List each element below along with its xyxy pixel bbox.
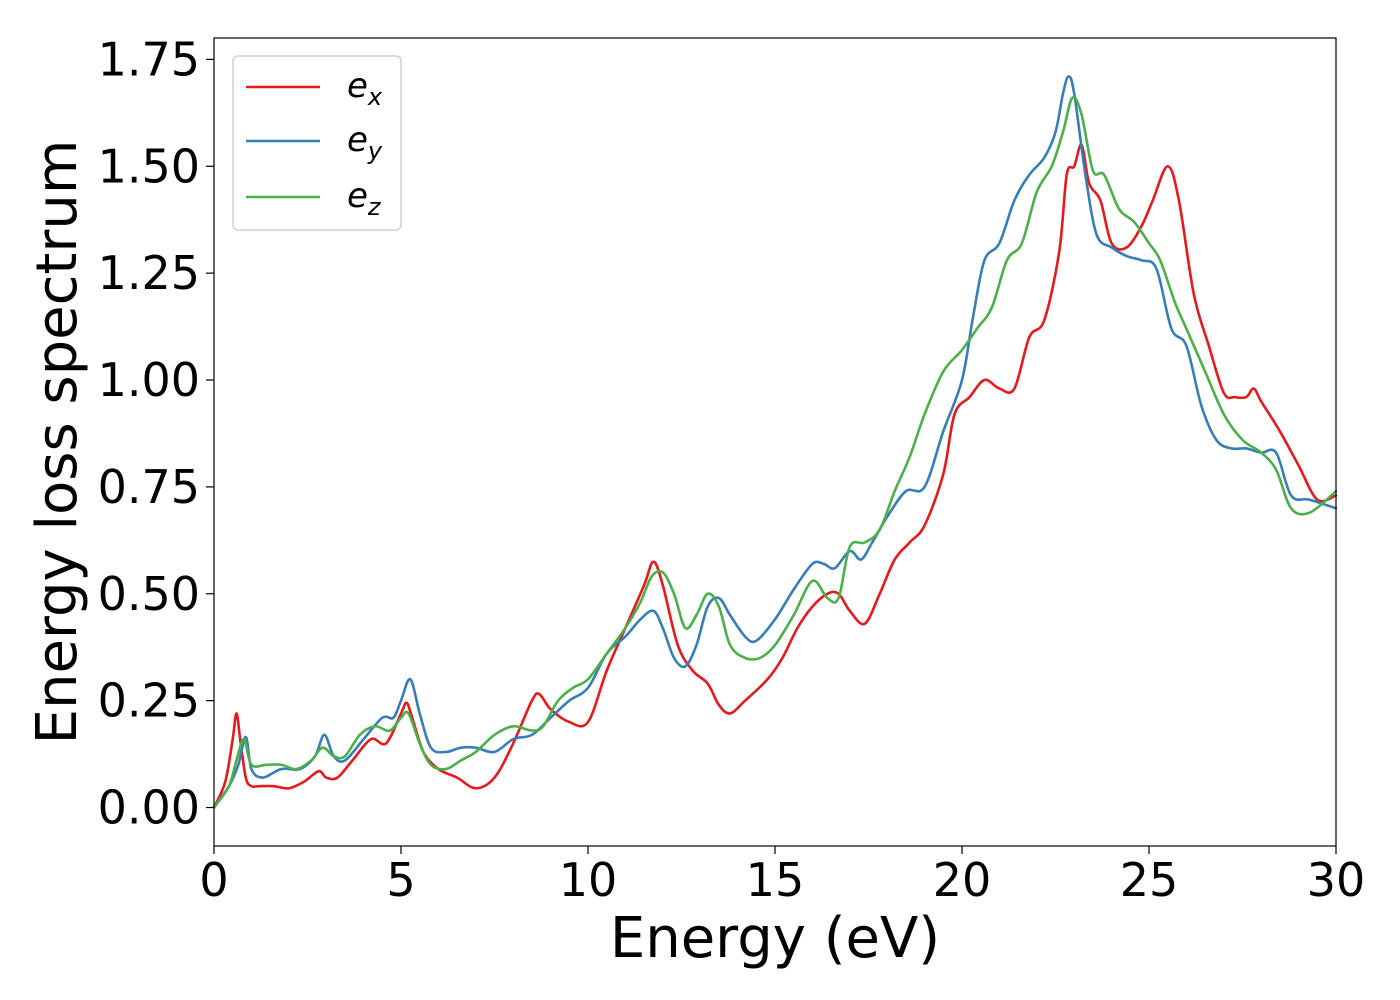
y-tick-label: 0.00	[98, 781, 200, 835]
series-line-x	[212, 143, 1338, 809]
legend-label-z: ez	[347, 176, 382, 221]
x-tick-label: 20	[933, 853, 992, 907]
x-tick-label: 10	[559, 853, 618, 907]
x-tick-label: 0	[199, 853, 228, 907]
y-ticks: 0.00 0.25 0.50 0.75 1.00 1.25 1.50 1.75	[98, 32, 214, 835]
x-axis-title: Energy (eV)	[610, 906, 940, 971]
x-tick-label: 30	[1307, 853, 1366, 907]
x-tick-label: 5	[386, 853, 415, 907]
y-tick-label: 1.00	[98, 353, 200, 407]
series-line-z	[212, 95, 1338, 809]
legend-label-x: ex	[347, 66, 383, 111]
y-tick-label: 1.50	[98, 139, 200, 193]
series-line-y	[212, 75, 1338, 809]
x-ticks: 0 5 10 15 20 25 30	[199, 846, 1365, 907]
x-tick-label: 15	[746, 853, 805, 907]
x-tick-label: 25	[1120, 853, 1179, 907]
y-tick-label: 0.25	[98, 674, 200, 728]
y-tick-label: 1.25	[98, 246, 200, 300]
y-axis-title: Energy loss spectrum	[25, 140, 90, 745]
series-layer	[212, 75, 1338, 809]
legend-box	[232, 55, 402, 231]
y-tick-label: 1.75	[98, 32, 200, 86]
y-tick-label: 0.50	[98, 567, 200, 621]
legend: ex ey ez	[232, 55, 402, 231]
legend-label-y: ey	[347, 120, 383, 165]
y-tick-label: 0.75	[98, 460, 200, 514]
